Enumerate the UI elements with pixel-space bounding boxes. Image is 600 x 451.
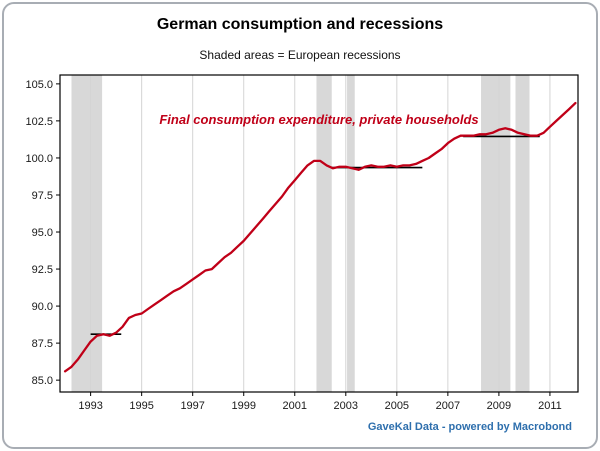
y-axis-label: 85.0 [32,375,53,387]
y-axis-label: 100.0 [25,153,53,165]
x-axis-label: 1995 [129,400,153,412]
x-axis-label: 1993 [78,400,102,412]
series-annotation: Final consumption expenditure, private h… [159,112,479,127]
x-axis-label: 2007 [436,400,460,412]
x-axis-label: 2005 [385,400,409,412]
recession-band [71,75,103,392]
recession-band [515,75,530,392]
x-axis-label: 2003 [334,400,358,412]
x-axis-label: 1997 [180,400,204,412]
y-axis-label: 87.5 [32,338,53,350]
chart-canvas: 1993 1995 1997 1999 2001 2003 2005 2007 2009 2011… [25,74,579,412]
y-axis-label: 97.5 [32,190,53,202]
plot-frame [59,74,579,393]
y-axis-label: 90.0 [32,301,53,313]
x-axis-label: 2011 [538,400,562,412]
y-axis-label: 95.0 [32,227,53,239]
chart-title: German consumption and recessions [156,16,444,33]
recession-band [316,75,332,392]
chart-subtitle: Shaded areas = European recessions [199,48,401,62]
recession-band [347,75,355,392]
y-axis-label: 105.0 [25,79,53,91]
consumption-line [63,101,577,373]
x-axis-label: 2009 [487,400,511,412]
x-axis-label: 1999 [231,400,255,412]
attribution-text: GaveKal Data - powered by Macrobond [367,421,572,433]
x-axis-label: 2001 [283,400,307,412]
y-axis-label: 102.5 [25,116,53,128]
y-axis-label: 92.5 [32,264,53,276]
